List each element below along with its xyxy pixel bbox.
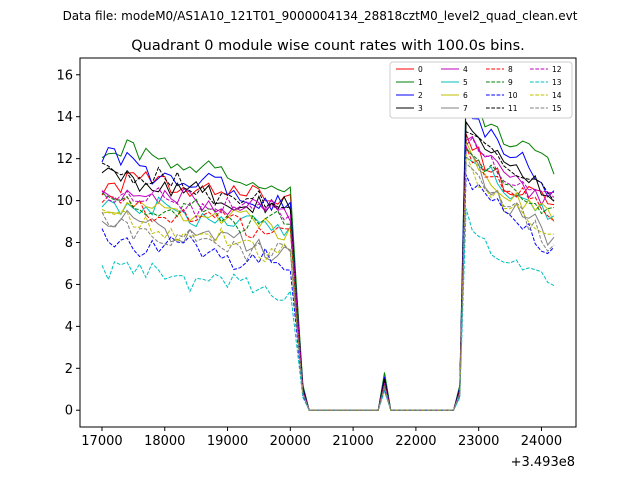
- x-tick-label: 22000: [395, 434, 436, 449]
- y-tick-label: 10: [56, 194, 73, 209]
- x-axis-offset-label: +3.493e8: [511, 455, 575, 470]
- legend-label-10: 10: [508, 91, 518, 100]
- plot-area: [80, 58, 576, 427]
- legend-label-3: 3: [418, 104, 423, 113]
- legend-label-0: 0: [418, 65, 423, 74]
- y-tick-label: 16: [56, 68, 73, 83]
- figure-suptitle: Data file: modeM0/AS1A10_121T01_90000041…: [63, 9, 578, 23]
- series-line-1: [101, 86, 555, 411]
- legend-label-4: 4: [463, 65, 468, 74]
- y-tick-label: 2: [65, 362, 73, 377]
- x-axis: 17000 18000 19000 20000 21000 22000 23000 24000: [81, 427, 562, 449]
- y-tick-label: 6: [65, 278, 73, 293]
- series-line-12: [101, 136, 555, 411]
- y-tick-label: 0: [65, 404, 73, 419]
- legend-box: [389, 61, 573, 119]
- legend-label-11: 11: [508, 104, 518, 113]
- y-tick-label: 4: [65, 320, 73, 335]
- legend-label-1: 1: [418, 78, 423, 87]
- legend-label-2: 2: [418, 91, 423, 100]
- y-tick-label: 14: [56, 110, 73, 125]
- series-line-15: [101, 162, 555, 411]
- x-tick-label: 17000: [81, 434, 122, 449]
- legend-label-8: 8: [508, 65, 513, 74]
- x-tick-label: 24000: [521, 434, 562, 449]
- x-tick-label: 20000: [270, 434, 311, 449]
- y-tick-label: 12: [56, 152, 73, 167]
- legend-label-12: 12: [552, 65, 562, 74]
- legend-label-15: 15: [552, 104, 562, 113]
- legend-label-6: 6: [463, 91, 468, 100]
- series-line-0: [101, 133, 555, 411]
- series-line-13: [101, 208, 555, 411]
- series-line-5: [101, 156, 555, 411]
- x-tick-label: 18000: [144, 434, 185, 449]
- x-tick-label: 19000: [207, 434, 248, 449]
- legend-label-13: 13: [552, 78, 562, 87]
- x-tick-label: 21000: [332, 434, 373, 449]
- series-line-8: [101, 146, 555, 411]
- series-layer: [101, 86, 555, 411]
- legend-label-9: 9: [508, 78, 513, 87]
- x-tick-label: 23000: [458, 434, 499, 449]
- legend-label-5: 5: [463, 78, 468, 87]
- y-tick-label: 8: [65, 236, 73, 251]
- legend-label-7: 7: [463, 104, 468, 113]
- chart-title: Quadrant 0 module wise count rates with …: [131, 38, 525, 54]
- series-line-11: [101, 130, 555, 411]
- y-axis: 0 2 4 6 8 10 12 14 16: [56, 68, 80, 419]
- legend-label-14: 14: [552, 91, 562, 100]
